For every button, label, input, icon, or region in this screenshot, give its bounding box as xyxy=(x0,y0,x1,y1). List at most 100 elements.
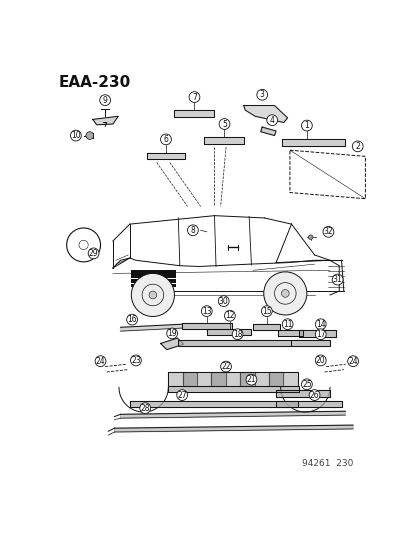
Polygon shape xyxy=(113,258,338,295)
Text: 1: 1 xyxy=(304,121,309,130)
Circle shape xyxy=(88,248,99,259)
Circle shape xyxy=(187,225,198,236)
Polygon shape xyxy=(225,372,240,386)
Circle shape xyxy=(308,235,312,239)
Text: 21: 21 xyxy=(246,375,256,384)
Polygon shape xyxy=(182,372,197,386)
Text: 4: 4 xyxy=(269,116,274,125)
Circle shape xyxy=(201,306,211,317)
Text: 8: 8 xyxy=(190,226,195,235)
Circle shape xyxy=(140,403,150,414)
Text: 25: 25 xyxy=(301,380,311,389)
Circle shape xyxy=(301,379,311,390)
Text: 31: 31 xyxy=(332,275,342,284)
Text: 5: 5 xyxy=(221,119,226,128)
Polygon shape xyxy=(168,386,299,392)
Polygon shape xyxy=(291,340,329,346)
Text: 6: 6 xyxy=(163,135,168,144)
Text: 15: 15 xyxy=(261,306,271,316)
Circle shape xyxy=(160,134,171,145)
Text: 18: 18 xyxy=(232,330,242,339)
Polygon shape xyxy=(275,401,341,407)
Circle shape xyxy=(315,355,325,366)
Circle shape xyxy=(189,92,199,102)
Polygon shape xyxy=(268,372,282,386)
Circle shape xyxy=(347,356,358,367)
Text: 12: 12 xyxy=(225,311,234,320)
Polygon shape xyxy=(182,322,232,329)
Circle shape xyxy=(282,319,292,329)
Circle shape xyxy=(261,306,272,317)
Circle shape xyxy=(301,120,311,131)
Circle shape xyxy=(166,328,177,339)
Text: 3: 3 xyxy=(259,90,264,99)
Circle shape xyxy=(126,314,137,325)
Polygon shape xyxy=(114,425,352,432)
Circle shape xyxy=(176,390,187,400)
Text: 2: 2 xyxy=(354,142,359,151)
Polygon shape xyxy=(243,106,287,123)
Polygon shape xyxy=(93,116,118,125)
Circle shape xyxy=(224,310,235,321)
Circle shape xyxy=(218,119,229,130)
Text: 7: 7 xyxy=(192,93,197,102)
Text: 24: 24 xyxy=(95,357,105,366)
Polygon shape xyxy=(275,391,329,397)
Circle shape xyxy=(315,319,325,329)
Text: 19: 19 xyxy=(167,329,176,338)
Polygon shape xyxy=(160,338,183,350)
Polygon shape xyxy=(177,340,291,346)
Polygon shape xyxy=(211,372,225,386)
Circle shape xyxy=(95,356,106,367)
Text: 9: 9 xyxy=(102,95,107,104)
Circle shape xyxy=(66,228,100,262)
Circle shape xyxy=(266,115,277,126)
Polygon shape xyxy=(120,324,182,331)
Text: 14: 14 xyxy=(315,320,325,329)
Circle shape xyxy=(332,274,342,285)
Circle shape xyxy=(315,329,325,340)
Polygon shape xyxy=(197,372,211,386)
Polygon shape xyxy=(277,329,302,336)
Text: 22: 22 xyxy=(221,362,230,371)
Text: 26: 26 xyxy=(309,391,318,400)
Polygon shape xyxy=(254,372,268,386)
Circle shape xyxy=(245,374,256,385)
Polygon shape xyxy=(252,324,279,330)
Polygon shape xyxy=(204,137,243,144)
Text: 28: 28 xyxy=(140,403,150,413)
Text: 20: 20 xyxy=(315,356,325,365)
Text: 23: 23 xyxy=(131,356,140,365)
Circle shape xyxy=(149,291,157,299)
Text: 10: 10 xyxy=(71,131,81,140)
Circle shape xyxy=(70,130,81,141)
Circle shape xyxy=(220,361,231,372)
Circle shape xyxy=(85,132,93,140)
Circle shape xyxy=(309,390,319,400)
Circle shape xyxy=(256,90,267,100)
Text: 13: 13 xyxy=(202,306,211,316)
Polygon shape xyxy=(282,372,297,386)
Circle shape xyxy=(130,355,141,366)
Polygon shape xyxy=(146,152,185,159)
Polygon shape xyxy=(299,329,335,336)
Circle shape xyxy=(131,273,174,317)
Text: 29: 29 xyxy=(88,249,98,258)
Circle shape xyxy=(351,141,362,152)
Polygon shape xyxy=(282,139,344,146)
Polygon shape xyxy=(168,372,182,386)
Text: 11: 11 xyxy=(282,320,292,329)
Polygon shape xyxy=(174,110,214,117)
Circle shape xyxy=(218,296,228,306)
Polygon shape xyxy=(129,401,297,407)
Circle shape xyxy=(281,289,288,297)
Text: 32: 32 xyxy=(323,227,332,236)
Text: 17: 17 xyxy=(315,330,325,339)
Polygon shape xyxy=(260,127,275,135)
Circle shape xyxy=(232,329,242,340)
Circle shape xyxy=(322,227,333,237)
Circle shape xyxy=(263,272,306,315)
Polygon shape xyxy=(120,411,344,418)
Circle shape xyxy=(100,95,110,106)
Text: 30: 30 xyxy=(218,297,228,305)
